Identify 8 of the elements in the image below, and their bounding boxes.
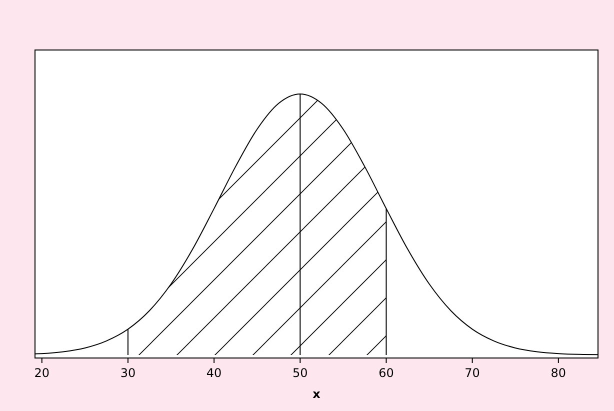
- x-tick-label: 80: [550, 366, 566, 380]
- x-tick-label: 50: [292, 366, 308, 380]
- x-tick-label: 20: [34, 366, 50, 380]
- x-tick-label: 40: [206, 366, 222, 380]
- x-tick-label: 70: [464, 366, 480, 380]
- x-tick-label: 60: [378, 366, 394, 380]
- x-tick-label: 30: [120, 366, 136, 380]
- x-axis-title: x: [312, 387, 321, 401]
